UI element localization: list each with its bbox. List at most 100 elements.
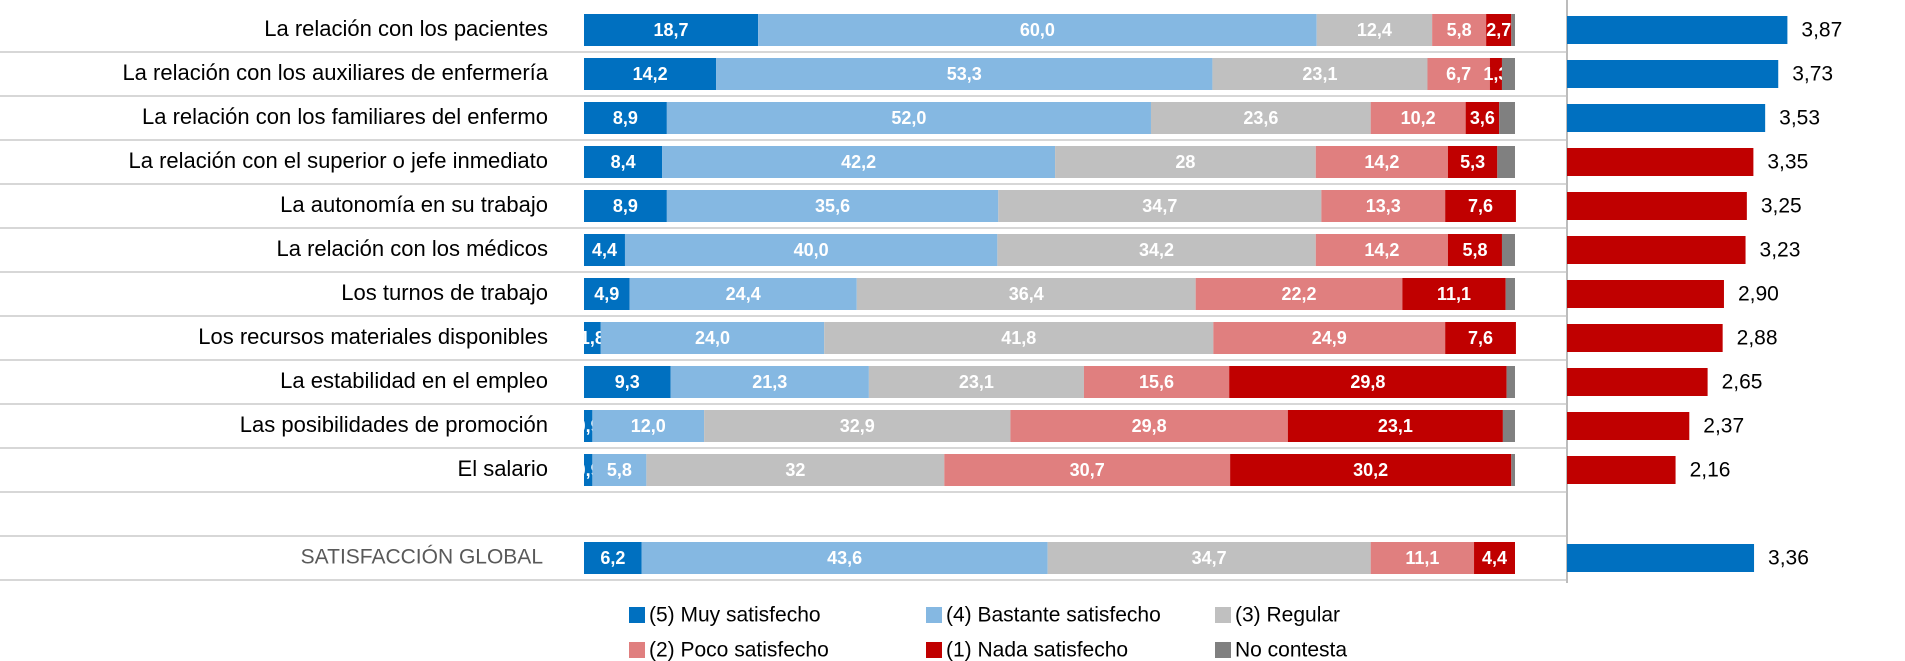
mean-bar [1567, 60, 1779, 88]
data-label: 11,1 [1405, 548, 1439, 568]
data-label: 40,0 [794, 240, 829, 260]
data-label: 5,8 [607, 460, 632, 480]
data-label: 32 [785, 460, 805, 480]
mean-bar [1567, 236, 1746, 264]
bar-segment [584, 410, 593, 442]
bar-segment [824, 322, 1214, 354]
bar-segment [1316, 14, 1433, 46]
bar-segment [584, 234, 625, 266]
mean-bar [1567, 544, 1755, 572]
legend-label: (3) Regular [1235, 604, 1340, 627]
data-label: 12,4 [1357, 20, 1392, 40]
data-label: 6,2 [600, 548, 625, 568]
mean-bar [1567, 412, 1690, 440]
bar-segment [1489, 58, 1502, 90]
bar-segment [1505, 278, 1515, 310]
bar-segment [1229, 366, 1507, 398]
data-label: 42,2 [841, 152, 876, 172]
data-label: 8,9 [613, 196, 638, 216]
data-label: 10,2 [1401, 108, 1436, 128]
data-label: 24,9 [1312, 328, 1347, 348]
bar-segment [584, 190, 667, 222]
data-label: 34,7 [1142, 196, 1177, 216]
data-label: 34,2 [1139, 240, 1174, 260]
data-label: 3,6 [1470, 108, 1495, 128]
bar-segment [666, 190, 999, 222]
data-label: 32,9 [840, 416, 875, 436]
mean-bar [1567, 16, 1788, 44]
data-label: 14,2 [1364, 152, 1399, 172]
data-label: 9,3 [615, 372, 640, 392]
bar-segment [868, 366, 1084, 398]
bar-segment [584, 102, 667, 134]
bar-segment [1195, 278, 1403, 310]
data-label: 11,1 [1437, 284, 1471, 304]
data-label: 30,2 [1353, 460, 1388, 480]
bar-segment [1212, 58, 1428, 90]
bar-segment [1511, 454, 1515, 486]
mean-label: 2,88 [1737, 327, 1778, 350]
mean-label: 3,36 [1768, 547, 1809, 570]
bar-segment [1321, 190, 1446, 222]
data-label: 5,3 [1460, 152, 1485, 172]
data-label: 23,6 [1243, 108, 1278, 128]
data-label: 4,4 [592, 240, 617, 260]
mean-bar [1567, 368, 1708, 396]
data-label: 21,3 [752, 372, 787, 392]
data-label: 41,8 [1001, 328, 1036, 348]
data-label: 35,6 [815, 196, 850, 216]
bar-segment [1499, 102, 1515, 134]
category-label: La autonomía en su trabajo [280, 192, 548, 217]
bar-segment [1497, 146, 1515, 178]
bar-segment [1465, 102, 1500, 134]
bar-segment [1445, 190, 1516, 222]
bar-segment [1230, 454, 1512, 486]
data-label: 24,4 [726, 284, 761, 304]
bar-segment [1370, 542, 1475, 574]
mean-label: 3,73 [1792, 63, 1833, 86]
bar-segment [944, 454, 1231, 486]
mean-bar [1567, 104, 1766, 132]
data-label: 43,6 [827, 548, 862, 568]
bar-segment [1055, 146, 1316, 178]
mean-label: 3,87 [1801, 19, 1842, 42]
data-label: 7,6 [1468, 196, 1493, 216]
data-label: 36,4 [1009, 284, 1044, 304]
data-label: 2,7 [1486, 20, 1511, 40]
category-label: La relación con el superior o jefe inmed… [129, 148, 548, 173]
bar-segment [1427, 58, 1490, 90]
mean-label: 2,65 [1722, 371, 1763, 394]
data-label: 24,0 [695, 328, 730, 348]
bar-segment [584, 322, 601, 354]
category-label: Los recursos materiales disponibles [198, 324, 548, 349]
data-label: 13,3 [1366, 196, 1401, 216]
bar-segment [646, 454, 945, 486]
data-label: 29,8 [1350, 372, 1385, 392]
data-label: 7,6 [1468, 328, 1493, 348]
data-label: 6,7 [1446, 64, 1471, 84]
bar-segment [584, 14, 759, 46]
bar-segment [1010, 410, 1288, 442]
legend-swatch [926, 607, 942, 623]
data-label: 4,9 [594, 284, 619, 304]
bar-segment [592, 454, 647, 486]
category-label: La relación con los familiares del enfer… [142, 104, 548, 129]
bar-segment [1315, 234, 1448, 266]
category-label: Las posibilidades de promoción [240, 412, 548, 437]
bar-segment [584, 542, 642, 574]
data-label: 14,2 [1364, 240, 1399, 260]
bar-segment [670, 366, 869, 398]
data-label: 53,3 [947, 64, 982, 84]
mean-label: 2,16 [1690, 459, 1731, 482]
bar-segment [1447, 234, 1502, 266]
bar-segment [584, 146, 663, 178]
data-label: 14,2 [633, 64, 668, 84]
data-label: 5,8 [1462, 240, 1487, 260]
category-label: El salario [458, 456, 548, 481]
mean-label: 2,37 [1703, 415, 1744, 438]
category-label: La estabilidad en el empleo [280, 368, 548, 393]
bar-segment [1501, 234, 1515, 266]
bar-segment [584, 58, 717, 90]
bar-segment [716, 58, 1213, 90]
